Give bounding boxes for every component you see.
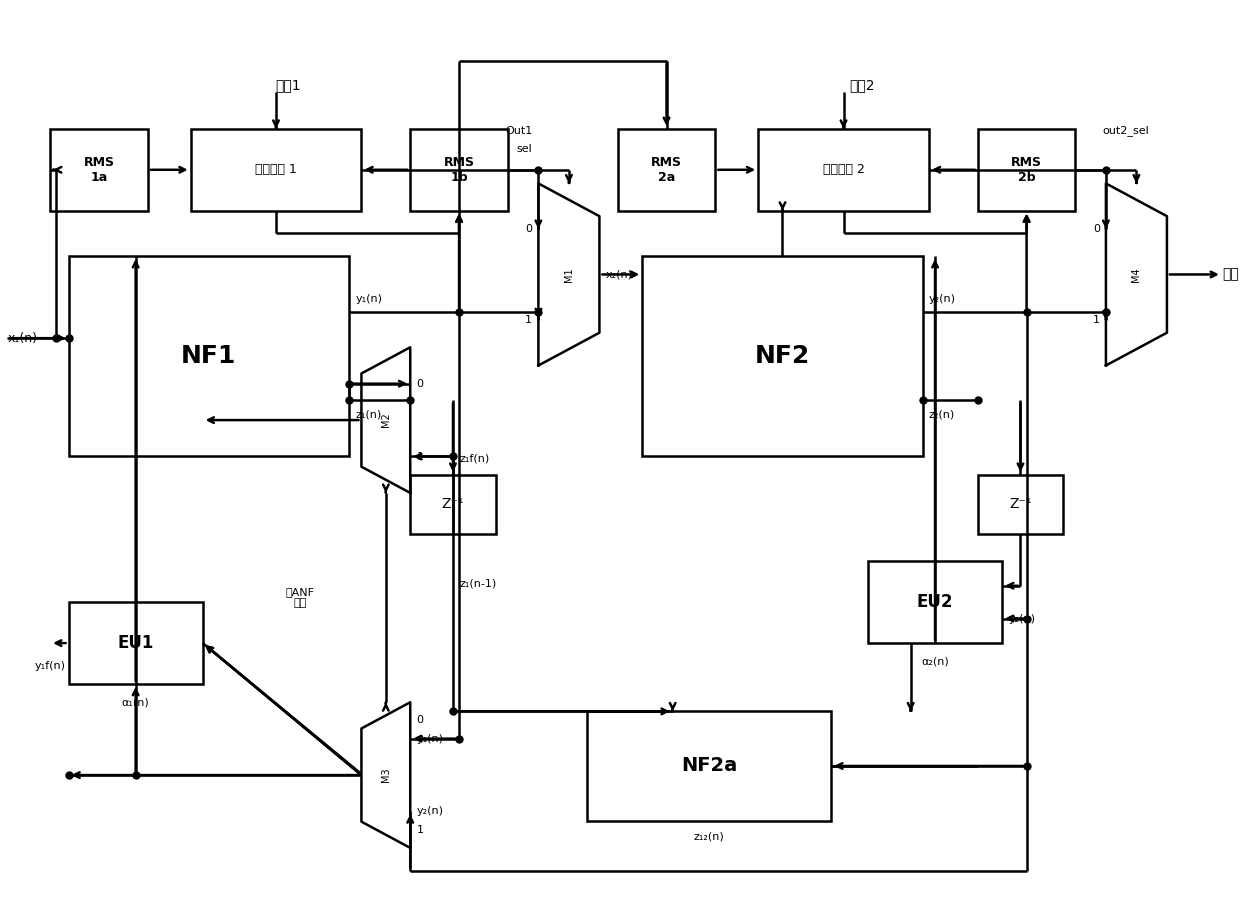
Text: 0: 0: [1092, 224, 1100, 234]
Polygon shape: [538, 184, 599, 365]
Text: α₂(n): α₂(n): [921, 656, 949, 666]
Text: y₂(n): y₂(n): [417, 806, 444, 816]
FancyBboxPatch shape: [68, 257, 350, 456]
Text: 阈值2: 阈值2: [849, 79, 874, 92]
Text: 1: 1: [417, 452, 423, 461]
Text: M4: M4: [1131, 268, 1142, 282]
Text: sel: sel: [517, 144, 532, 154]
Text: 0: 0: [417, 716, 423, 726]
FancyBboxPatch shape: [978, 475, 1063, 534]
Text: 1: 1: [1092, 315, 1100, 325]
FancyBboxPatch shape: [978, 129, 1075, 211]
Text: z₁(n-1): z₁(n-1): [459, 579, 496, 589]
Text: RMS
1a: RMS 1a: [83, 156, 114, 184]
Text: 双ANF
启动: 双ANF 启动: [286, 587, 315, 608]
Text: M1: M1: [564, 268, 574, 282]
FancyBboxPatch shape: [618, 129, 715, 211]
Text: y₂(n): y₂(n): [1008, 614, 1035, 624]
Text: y₁f(n): y₁f(n): [35, 661, 66, 671]
Text: x₁(n): x₁(n): [7, 331, 37, 345]
FancyBboxPatch shape: [588, 711, 831, 821]
Text: x₂(n): x₂(n): [605, 269, 632, 279]
Polygon shape: [361, 347, 410, 493]
Text: M3: M3: [381, 768, 391, 782]
Text: 0: 0: [526, 224, 532, 234]
Text: 0: 0: [417, 379, 423, 389]
Text: α₁(n): α₁(n): [122, 698, 150, 708]
Text: 阈值1: 阈值1: [275, 79, 301, 92]
FancyBboxPatch shape: [68, 603, 203, 684]
Text: RMS
1b: RMS 1b: [444, 156, 475, 184]
Text: 输出: 输出: [1221, 268, 1239, 281]
Polygon shape: [361, 702, 410, 848]
Text: 1: 1: [417, 824, 423, 834]
Text: NF2a: NF2a: [681, 757, 738, 775]
Text: EU1: EU1: [118, 635, 154, 652]
Text: 选择逻辑 1: 选择逻辑 1: [255, 163, 296, 176]
Text: 1: 1: [526, 315, 532, 325]
Text: Z⁻¹: Z⁻¹: [1009, 498, 1032, 511]
Text: y₁(n): y₁(n): [417, 734, 444, 744]
Text: y₁(n): y₁(n): [356, 294, 382, 304]
Text: Z⁻¹: Z⁻¹: [441, 498, 464, 511]
FancyBboxPatch shape: [50, 129, 148, 211]
Text: NF1: NF1: [181, 344, 237, 368]
FancyBboxPatch shape: [868, 561, 1002, 643]
Text: Out1: Out1: [505, 126, 532, 136]
Polygon shape: [1106, 184, 1167, 365]
Text: RMS
2a: RMS 2a: [651, 156, 682, 184]
FancyBboxPatch shape: [191, 129, 361, 211]
Text: z₂(n): z₂(n): [929, 409, 955, 419]
Text: NF2: NF2: [755, 344, 810, 368]
Text: M2: M2: [381, 413, 391, 427]
Text: y₂(n): y₂(n): [929, 294, 956, 304]
Text: EU2: EU2: [916, 593, 954, 611]
Text: 选择逻辑 2: 选择逻辑 2: [822, 163, 864, 176]
Text: z₁f(n): z₁f(n): [459, 454, 490, 464]
Text: out2_sel: out2_sel: [1102, 125, 1149, 136]
FancyBboxPatch shape: [642, 257, 923, 456]
FancyBboxPatch shape: [758, 129, 929, 211]
Text: RMS
2b: RMS 2b: [1011, 156, 1042, 184]
FancyBboxPatch shape: [410, 475, 496, 534]
Text: z₁(n): z₁(n): [356, 409, 382, 419]
Text: z₁₂(n): z₁₂(n): [694, 832, 724, 842]
FancyBboxPatch shape: [410, 129, 508, 211]
